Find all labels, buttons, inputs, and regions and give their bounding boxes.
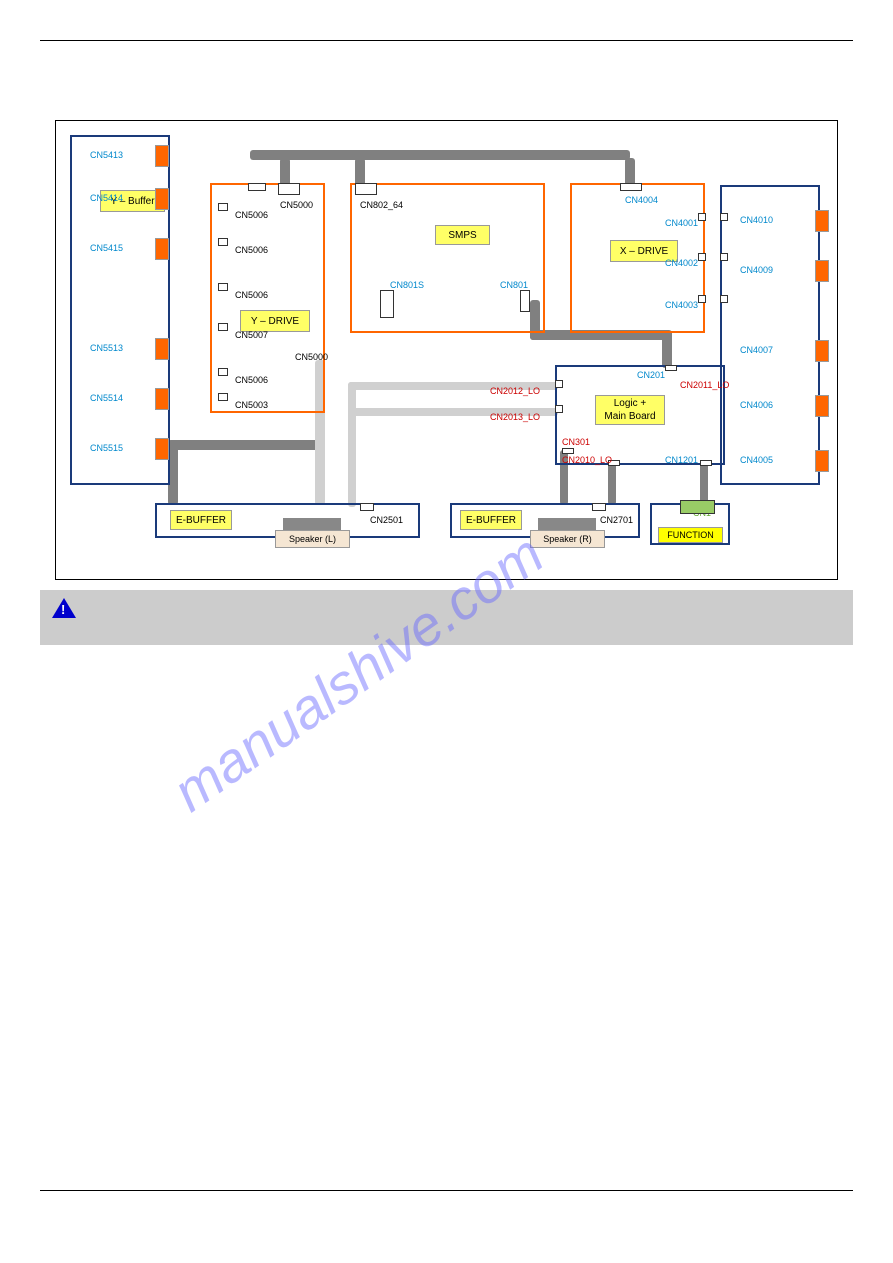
connector-orange xyxy=(815,395,829,417)
connector-small xyxy=(360,503,374,511)
connector-label: CN2011_LO xyxy=(680,380,729,390)
connector-label: CN4006 xyxy=(740,400,773,410)
connector-label: CN5413 xyxy=(90,150,123,160)
connector-orange xyxy=(155,338,169,360)
connector-label: CN201 xyxy=(637,370,665,380)
ebuffer-l-label: E-BUFFER xyxy=(170,510,232,530)
connector-small xyxy=(555,380,563,388)
connector-label: CN5513 xyxy=(90,343,123,353)
cable xyxy=(608,463,616,505)
connector-label: CN802_64 xyxy=(360,200,403,210)
cable xyxy=(700,463,708,505)
connector-orange xyxy=(815,450,829,472)
connector-small xyxy=(218,203,228,211)
connector-small xyxy=(620,183,642,191)
connector-label: CN4007 xyxy=(740,345,773,355)
connector-label: CN5415 xyxy=(90,243,123,253)
ebuffer-r-label: E-BUFFER xyxy=(460,510,522,530)
function-label: FUNCTION xyxy=(658,527,723,543)
connector-orange xyxy=(155,145,169,167)
connector-small xyxy=(562,448,574,454)
connector-label: CN5006 xyxy=(235,290,268,300)
connector-label: CN4010 xyxy=(740,215,773,225)
connector-label: CN4009 xyxy=(740,265,773,275)
connector-small xyxy=(698,253,706,261)
connector-label: CN2010_LO xyxy=(562,455,612,465)
cable xyxy=(625,158,635,186)
logic-label: Logic + Main Board xyxy=(595,395,665,425)
connector-label: CN5003 xyxy=(235,400,268,410)
page-border-top xyxy=(40,40,853,41)
cable xyxy=(662,330,672,368)
cable xyxy=(168,440,323,450)
connector-label: CN301 xyxy=(562,437,590,447)
connector-small xyxy=(218,283,228,291)
connector-label: CN4004 xyxy=(625,195,658,205)
connector-orange xyxy=(155,388,169,410)
smps-label: SMPS xyxy=(435,225,490,245)
speaker-l-box: Speaker (L) xyxy=(275,530,350,548)
connector-label: CN5006 xyxy=(235,210,268,220)
warning-bar xyxy=(40,590,853,645)
connector-small xyxy=(355,183,377,195)
cable xyxy=(250,150,630,160)
connector-label: CN5515 xyxy=(90,443,123,453)
connector-orange xyxy=(815,340,829,362)
connector-label: CN2013_LO xyxy=(490,412,540,422)
connector-label: CN4001 xyxy=(665,218,698,228)
warning-icon xyxy=(52,598,76,618)
connector-label: CN5514 xyxy=(90,393,123,403)
connector-small xyxy=(278,183,300,195)
connector-small xyxy=(720,213,728,221)
connector-small xyxy=(218,393,228,401)
connector-small xyxy=(720,253,728,261)
cable xyxy=(348,382,356,507)
connector-small xyxy=(698,295,706,303)
connector-label: CN2701 xyxy=(600,515,633,525)
xbuffer-panel xyxy=(720,185,820,485)
connector-label: CN5006 xyxy=(235,245,268,255)
connector-orange xyxy=(815,210,829,232)
connector-label: CN2012_LO xyxy=(490,386,540,396)
page-border-bottom xyxy=(40,1190,853,1191)
connector-orange xyxy=(815,260,829,282)
cable xyxy=(280,158,290,186)
connector-label: CN1201 xyxy=(665,455,698,465)
speaker-r-box: Speaker (R) xyxy=(530,530,605,548)
connector-label: CN4005 xyxy=(740,455,773,465)
connector-label: CN5000 xyxy=(280,200,313,210)
connector-small xyxy=(380,290,394,318)
connector-small xyxy=(218,238,228,246)
connector-small xyxy=(520,290,530,312)
connector-label: CN5006 xyxy=(235,375,268,385)
connector-small xyxy=(665,365,677,371)
connector-label: CN801 xyxy=(500,280,528,290)
connector-small xyxy=(218,323,228,331)
connector-label: CN5414 xyxy=(90,193,123,203)
connector-small xyxy=(248,183,266,191)
connector-small xyxy=(680,500,715,514)
connector-label: CN5000 xyxy=(295,352,328,362)
cable xyxy=(355,158,365,186)
connector-small xyxy=(720,295,728,303)
connector-small xyxy=(592,503,606,511)
connector-label: CN4003 xyxy=(665,300,698,310)
connector-orange xyxy=(155,438,169,460)
connector-small xyxy=(218,368,228,376)
ydrive-label: Y – DRIVE xyxy=(240,310,310,332)
connector-small xyxy=(700,460,712,466)
connector-label: CN5007 xyxy=(235,330,268,340)
connector-small xyxy=(555,405,563,413)
connector-orange xyxy=(155,188,169,210)
connector-small xyxy=(698,213,706,221)
connector-orange xyxy=(155,238,169,260)
connector-label: CN4002 xyxy=(665,258,698,268)
connector-label: CN2501 xyxy=(370,515,403,525)
connector-label: CN801S xyxy=(390,280,424,290)
